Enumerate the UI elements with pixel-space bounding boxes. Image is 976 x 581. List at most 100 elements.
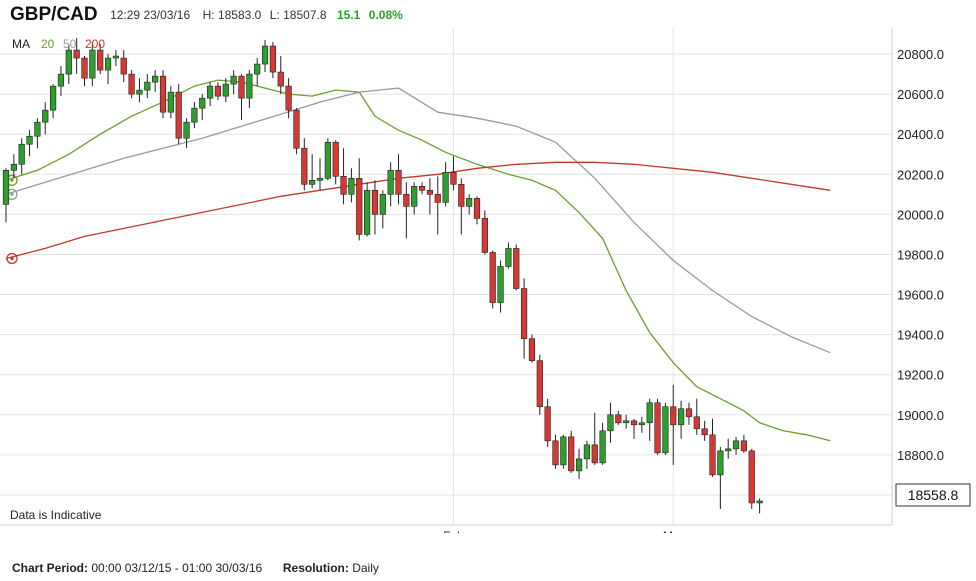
chart-header: GBP/CAD 12:29 23/03/16 H: 18583.0 L: 185… bbox=[10, 4, 403, 26]
candle-body bbox=[120, 57, 127, 75]
candle-body bbox=[497, 266, 504, 303]
candle-body bbox=[144, 81, 151, 91]
candle-body bbox=[89, 49, 96, 79]
candle-body bbox=[732, 440, 740, 450]
candle-body bbox=[159, 75, 167, 113]
candle-body bbox=[473, 198, 481, 219]
candle-body bbox=[152, 75, 159, 83]
candle-body bbox=[646, 402, 653, 424]
ma-marker-dot-20 bbox=[10, 178, 14, 182]
resolution-value: Daily bbox=[352, 561, 379, 575]
candle-body bbox=[199, 97, 206, 109]
candle-body bbox=[65, 49, 72, 75]
candle-body bbox=[246, 73, 253, 99]
period-value: 00:00 03/12/15 - 01:00 30/03/16 bbox=[91, 561, 263, 575]
change-value: 15.1 bbox=[336, 8, 361, 22]
candlesticks bbox=[2, 38, 763, 514]
candle-body bbox=[630, 420, 638, 426]
candle-body bbox=[387, 169, 394, 195]
candle-body bbox=[73, 49, 80, 59]
candle-body bbox=[175, 91, 182, 139]
candle-body bbox=[49, 85, 57, 111]
low-value: L: 18507.8 bbox=[269, 8, 327, 22]
candle-body bbox=[536, 360, 543, 408]
high-value: H: 18583.0 bbox=[202, 8, 262, 22]
ma-line-50 bbox=[5, 87, 831, 354]
y-tick-label: 20200.0 bbox=[897, 167, 944, 182]
candle-body bbox=[677, 408, 685, 426]
candle-body bbox=[685, 408, 693, 418]
candle-body bbox=[379, 194, 386, 215]
indicative-note: Data is Indicative bbox=[10, 508, 102, 522]
candle-body bbox=[371, 190, 379, 215]
ma-legend: MA 20 50 200 bbox=[12, 37, 105, 51]
y-tick-label: 19200.0 bbox=[897, 368, 944, 383]
axes: 18600.018800.019000.019200.019400.019600… bbox=[0, 28, 944, 533]
candle-body bbox=[207, 85, 214, 99]
y-tick-label: 18800.0 bbox=[897, 448, 944, 463]
candle-body bbox=[81, 57, 88, 79]
candle-body bbox=[544, 406, 551, 442]
candle-body bbox=[458, 184, 465, 207]
y-tick-label: 20600.0 bbox=[897, 87, 944, 102]
gridlines bbox=[0, 28, 892, 525]
y-tick-label: 19400.0 bbox=[897, 328, 944, 343]
candle-body bbox=[583, 444, 590, 460]
candle-body bbox=[450, 171, 457, 185]
candle-body bbox=[575, 458, 583, 472]
ma-marker-dot-50 bbox=[10, 192, 14, 196]
chart-footer: Chart Period: 00:00 03/12/15 - 01:00 30/… bbox=[12, 561, 379, 575]
candle-body bbox=[740, 440, 747, 452]
candle-body bbox=[411, 186, 418, 207]
candle-body bbox=[230, 75, 237, 85]
candle-body bbox=[363, 190, 371, 235]
candle-body bbox=[756, 500, 763, 504]
candle-body bbox=[136, 89, 143, 95]
candle-body bbox=[615, 414, 622, 424]
candle-body bbox=[183, 121, 190, 139]
legend-item: 20 bbox=[41, 37, 55, 51]
candle-body bbox=[426, 190, 434, 195]
candle-body bbox=[599, 430, 606, 464]
candle-body bbox=[301, 147, 308, 185]
candle-body bbox=[2, 169, 10, 205]
candle-body bbox=[481, 218, 488, 253]
x-tick-label: Feb bbox=[443, 529, 464, 533]
legend-label: MA bbox=[12, 37, 30, 51]
candle-body bbox=[128, 73, 135, 95]
candle-body bbox=[10, 163, 17, 171]
candle-body bbox=[489, 252, 496, 303]
candle-body bbox=[434, 194, 441, 203]
candle-body bbox=[356, 178, 363, 235]
ma-marker-200 bbox=[6, 252, 18, 265]
candle-body bbox=[340, 175, 347, 195]
candle-body bbox=[670, 406, 677, 426]
candle-body bbox=[348, 178, 355, 195]
candle-body bbox=[662, 406, 669, 454]
y-tick-label: 20800.0 bbox=[897, 47, 944, 62]
candle-body bbox=[332, 141, 339, 177]
candle-body bbox=[693, 416, 700, 430]
candle-body bbox=[238, 75, 245, 99]
candle-body bbox=[607, 414, 614, 432]
candle-body bbox=[418, 186, 426, 191]
symbol-title: GBP/CAD bbox=[10, 4, 98, 25]
candle-body bbox=[568, 436, 575, 472]
candle-body bbox=[167, 91, 174, 113]
x-tick-label: Mar bbox=[663, 529, 684, 533]
candle-body bbox=[97, 49, 104, 71]
candle-body bbox=[638, 422, 645, 426]
price-chart[interactable]: 18600.018800.019000.019200.019400.019600… bbox=[0, 28, 976, 533]
candle-body bbox=[112, 55, 119, 59]
candle-body bbox=[560, 436, 567, 466]
ma-marker-dot-200 bbox=[10, 256, 14, 261]
legend-item: 50 bbox=[63, 37, 77, 51]
candle-body bbox=[623, 420, 630, 424]
candle-body bbox=[748, 450, 755, 504]
candle-body bbox=[222, 83, 229, 97]
y-tick-label: 19800.0 bbox=[897, 247, 944, 262]
candle-body bbox=[214, 85, 222, 97]
candle-body bbox=[591, 444, 598, 464]
candle-body bbox=[269, 45, 277, 73]
resolution-label: Resolution: bbox=[282, 561, 349, 575]
